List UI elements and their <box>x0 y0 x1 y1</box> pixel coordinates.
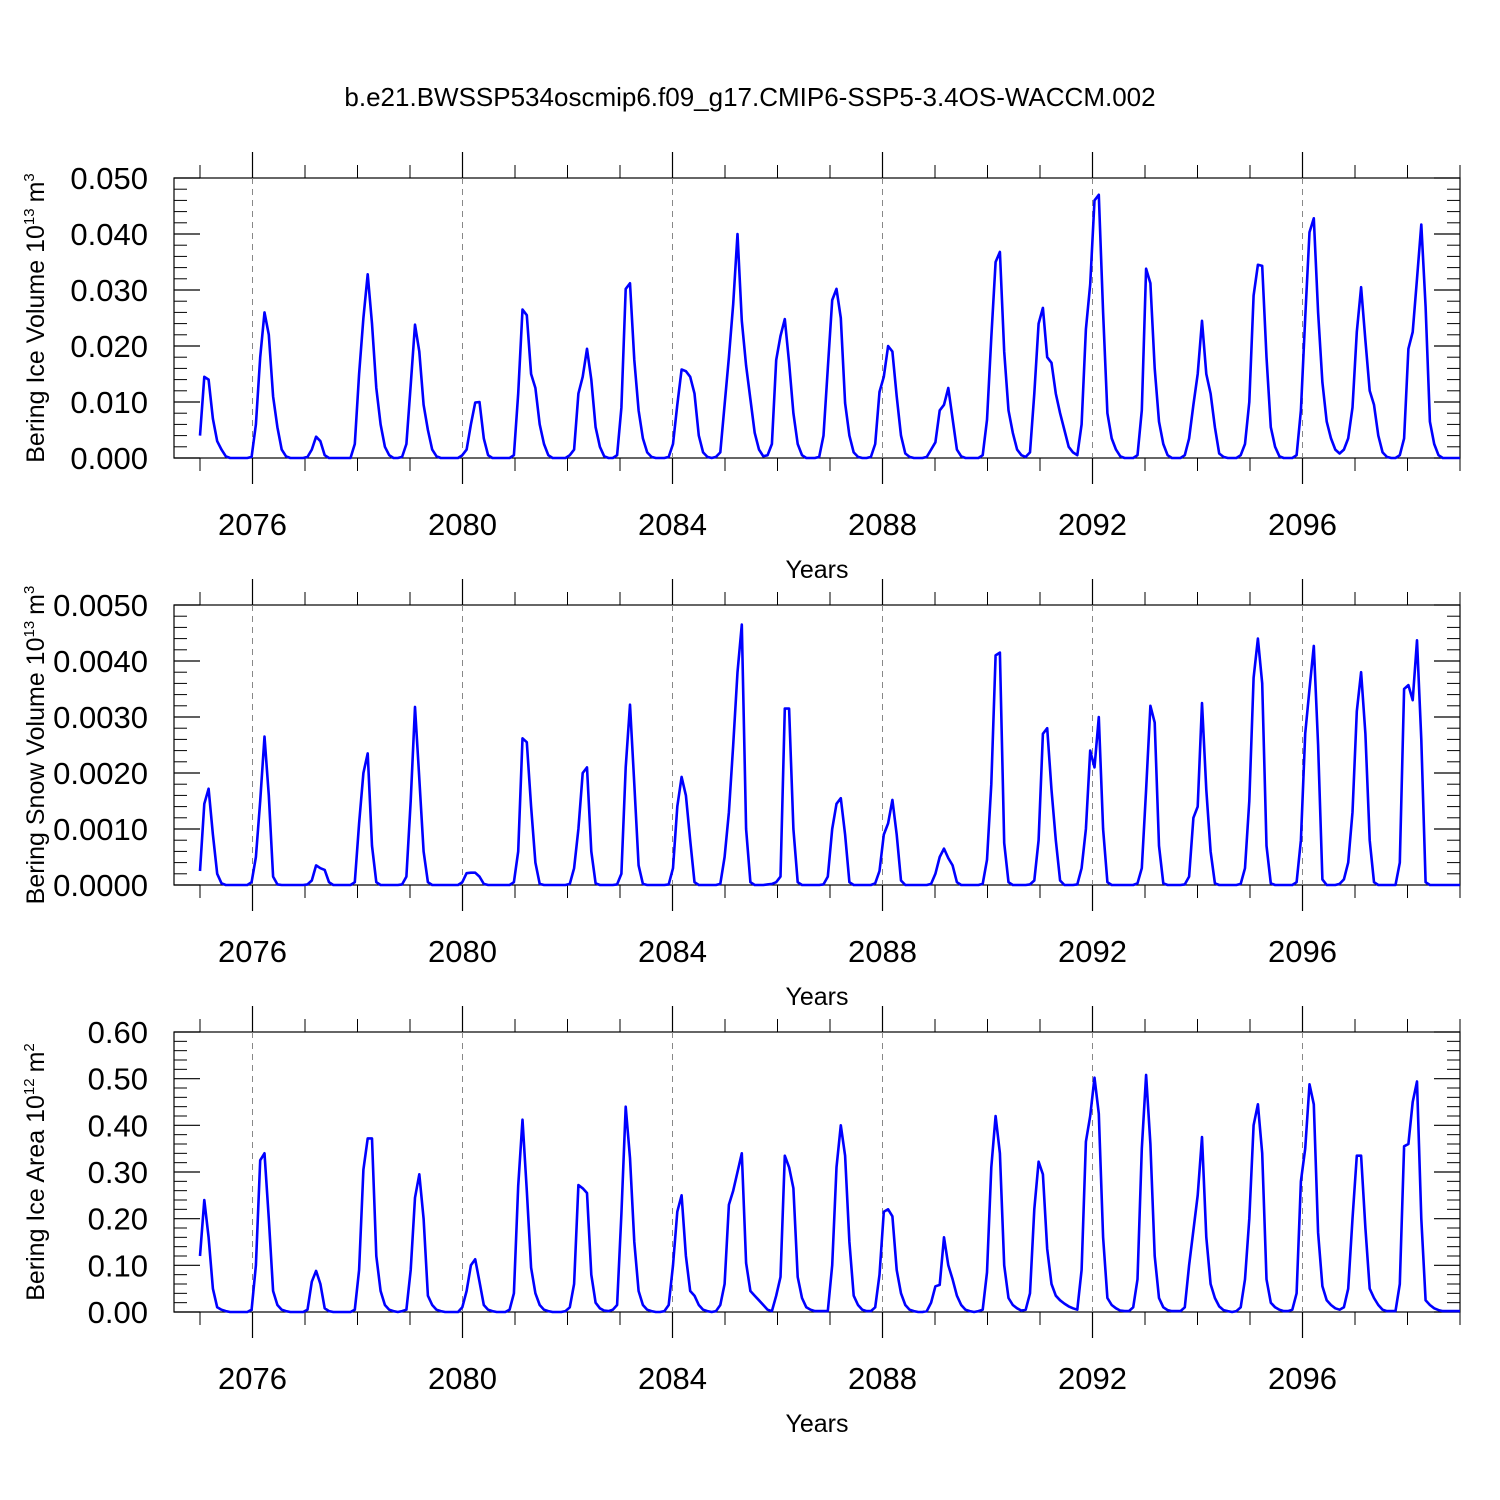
y-axis-title: Bering Snow Volume 1013 m3 <box>21 586 50 905</box>
x-tick-label: 2084 <box>638 1361 707 1396</box>
y-tick-label: 0.30 <box>88 1155 148 1190</box>
y-tick-label: 0.020 <box>70 329 148 364</box>
series-line <box>198 623 1460 887</box>
y-axis-title-exponent: 13 <box>21 208 38 225</box>
x-axis-title: Years <box>785 556 848 584</box>
y-axis-title-unit: m <box>22 594 50 615</box>
y-axis-title: Bering Ice Volume 1013 m3 <box>21 173 50 463</box>
series-line <box>198 193 1460 460</box>
y-tick-label: 0.000 <box>70 441 148 476</box>
x-axis-title: Years <box>785 1410 848 1438</box>
x-tick-label: 2084 <box>638 507 707 542</box>
y-axis-title-unit: m <box>22 1052 50 1073</box>
y-tick-label: 0.0030 <box>53 700 148 735</box>
y-tick-label: 0.0050 <box>53 588 148 623</box>
y-tick-label: 0.0000 <box>53 868 148 903</box>
chart-title: b.e21.BWSSP534oscmip6.f09_g17.CMIP6-SSP5… <box>344 82 1156 112</box>
y-tick-label: 0.040 <box>70 217 148 252</box>
plot-frame <box>173 177 1461 459</box>
x-tick-label: 2080 <box>428 934 497 969</box>
y-axis-title-exponent: 13 <box>21 621 38 638</box>
y-tick-label: 0.00 <box>88 1295 148 1330</box>
y-axis-title-unit-exponent: 3 <box>21 173 38 181</box>
y-axis-title-exponent: 12 <box>21 1078 38 1095</box>
y-tick-label: 0.60 <box>88 1015 148 1050</box>
x-tick-label: 2096 <box>1268 934 1337 969</box>
x-tick-label: 2076 <box>218 507 287 542</box>
y-tick-label: 0.50 <box>88 1062 148 1097</box>
panel-2: 2076 2080 2084 2088 2092 2096 0.0000 0.0010 0.00… <box>21 579 1461 1011</box>
y-tick-label: 0.20 <box>88 1202 148 1237</box>
x-tick-label: 2088 <box>848 507 917 542</box>
y-axis-title-main: Bering Ice Volume 10 <box>22 225 50 463</box>
x-tick-label: 2080 <box>428 507 497 542</box>
x-axis-title: Years <box>785 983 848 1011</box>
y-axis-title-unit-exponent: 3 <box>21 586 38 594</box>
x-tick-label: 2092 <box>1058 507 1127 542</box>
x-tick-label: 2076 <box>218 934 287 969</box>
series-line <box>198 1073 1460 1314</box>
y-tick-label: 0.40 <box>88 1108 148 1143</box>
y-tick-label: 0.10 <box>88 1248 148 1283</box>
x-tick-label: 2092 <box>1058 934 1127 969</box>
x-tick-label: 2088 <box>848 934 917 969</box>
x-tick-label: 2088 <box>848 1361 917 1396</box>
x-tick-label: 2076 <box>218 1361 287 1396</box>
y-axis-title-unit-exponent: 2 <box>21 1043 38 1051</box>
y-tick-label: 0.0020 <box>53 756 148 791</box>
x-tick-label: 2092 <box>1058 1361 1127 1396</box>
x-tick-label: 2084 <box>638 934 707 969</box>
y-axis-title: Bering Ice Area 1012 m2 <box>21 1043 50 1301</box>
x-tick-label: 2080 <box>428 1361 497 1396</box>
y-tick-label: 0.030 <box>70 273 148 308</box>
y-axis-title-unit: m <box>22 182 50 203</box>
panel-1: 2076 2080 2084 2088 2092 2096 0.000 0.010 0.020 0… <box>21 152 1461 584</box>
y-tick-label: 0.0010 <box>53 812 148 847</box>
y-tick-label: 0.0040 <box>53 644 148 679</box>
y-axis-title-main: Bering Ice Area 10 <box>22 1095 50 1301</box>
y-tick-label: 0.010 <box>70 385 148 420</box>
y-axis-title-main: Bering Snow Volume 10 <box>22 638 50 905</box>
panel-3: 2076 2080 2084 2088 2092 2096 0.00 0.10 0.20 0.30… <box>21 1006 1461 1438</box>
x-tick-label: 2096 <box>1268 1361 1337 1396</box>
x-tick-label: 2096 <box>1268 507 1337 542</box>
y-tick-label: 0.050 <box>70 161 148 196</box>
